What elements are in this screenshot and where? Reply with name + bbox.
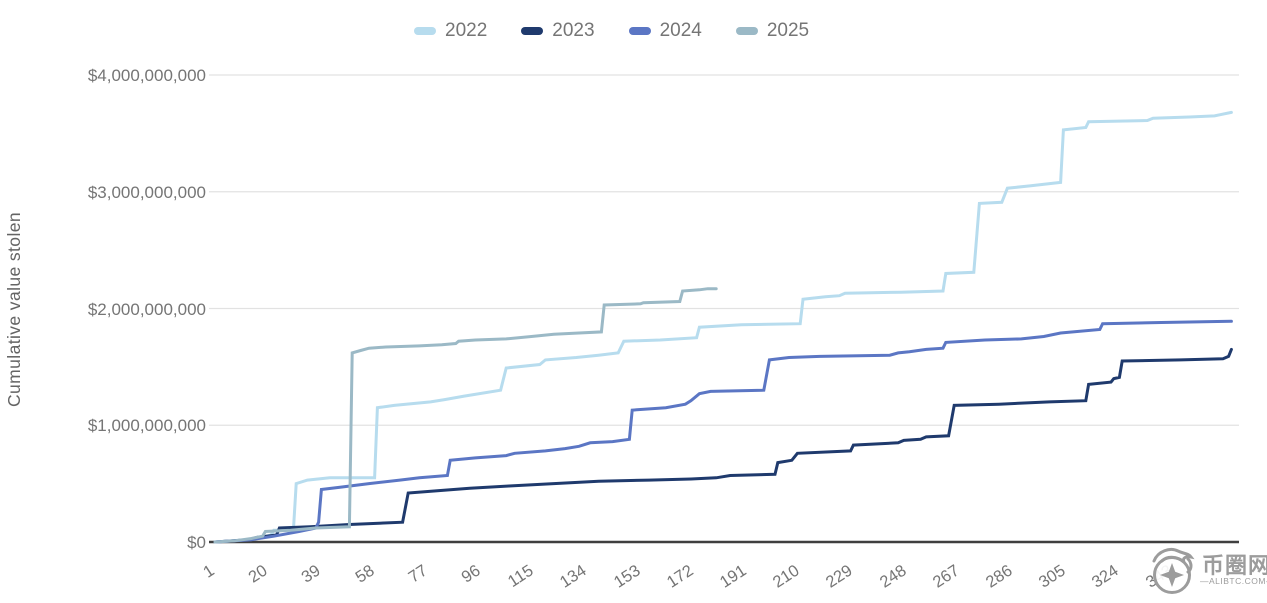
series-line-2022 — [213, 110, 1233, 544]
legend-swatch-icon — [414, 27, 436, 35]
legend-item-2025: 2025 — [735, 20, 810, 42]
legend-label: 2022 — [445, 20, 488, 41]
legend-swatch-icon — [628, 27, 651, 35]
chart-legend: 2022 2023 2024 2025 — [414, 20, 809, 42]
y-axis-title: Cumulative value stolen — [4, 212, 24, 408]
y-axis-tick-label: $1,000,000,000 — [87, 416, 206, 436]
legend-item-2023: 2023 — [521, 20, 595, 42]
legend-item-2024: 2024 — [628, 20, 702, 42]
series-line-2023 — [213, 347, 1233, 544]
legend-label: 2023 — [552, 20, 595, 41]
series-line-2024 — [213, 319, 1233, 544]
watermark: 币圈网 —ALIBTC.COM— — [1140, 545, 1267, 599]
legend-label: 2024 — [659, 20, 702, 41]
legend-swatch-icon — [735, 27, 758, 35]
y-axis-tick-label: $2,000,000,000 — [87, 299, 206, 319]
legend-swatch-icon — [521, 27, 544, 35]
y-axis-tick-label: $0 — [187, 533, 206, 552]
y-axis-tick-label: $4,000,000,000 — [87, 66, 206, 85]
legend-label: 2025 — [766, 20, 810, 41]
series-line-2025 — [213, 287, 718, 544]
legend-item-2022: 2022 — [414, 20, 487, 42]
y-axis-tick-label: $3,000,000,000 — [87, 182, 206, 202]
watermark-text: 币圈网 — [1202, 548, 1267, 580]
watermark-subtext: —ALIBTC.COM— — [1200, 576, 1267, 586]
dragon-badge-logo-icon — [1152, 547, 1195, 594]
